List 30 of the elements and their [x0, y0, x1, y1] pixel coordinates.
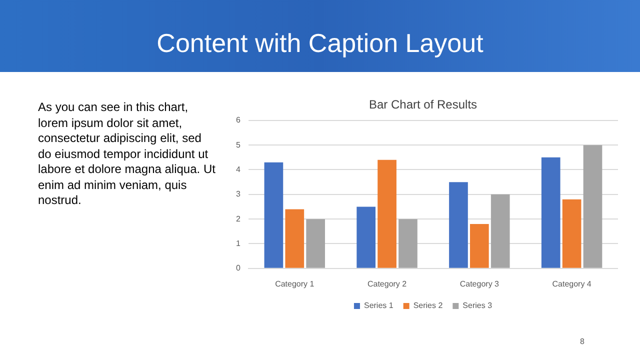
chart-title: Bar Chart of Results: [368, 98, 478, 112]
y-tick-label: 2: [236, 214, 241, 224]
legend-label: Series 2: [413, 301, 444, 310]
bar: [490, 194, 510, 268]
x-tick-label: Category 3: [460, 279, 500, 288]
bar: [470, 224, 489, 268]
bar: [356, 206, 376, 268]
x-tick-label: Category 1: [275, 279, 315, 288]
y-tick-label: 3: [236, 190, 241, 199]
bar: [378, 160, 396, 268]
bar: [285, 209, 304, 268]
y-tick-label: 4: [236, 164, 241, 174]
x-tick-label: Category 4: [552, 279, 592, 288]
y-tick-label: 1: [236, 238, 241, 248]
legend-label: Series 1: [364, 301, 394, 310]
bar: [562, 199, 582, 268]
bar: [583, 145, 602, 268]
bar: [398, 219, 418, 268]
legend-label: Series 3: [462, 301, 493, 310]
bar: [306, 219, 326, 268]
text: As you can see in this chart, lorem ipsum dolor sit amet, consectetur adipiscing elit, sed do eiusmod tempor incididunt ut labore et dolore magna aliqua. Ut enim ad minim veniam, quis nostrud.: [38, 100, 216, 208]
bar: [264, 162, 284, 268]
text: 8: [580, 337, 584, 346]
bar: [541, 157, 560, 268]
text: Content with Caption Layout: [156, 28, 484, 59]
bar: [449, 182, 468, 268]
x-tick-label: Category 2: [367, 279, 408, 288]
y-tick-label: 6: [236, 116, 241, 125]
y-tick-label: 0: [236, 264, 241, 273]
y-tick-label: 5: [236, 140, 241, 150]
